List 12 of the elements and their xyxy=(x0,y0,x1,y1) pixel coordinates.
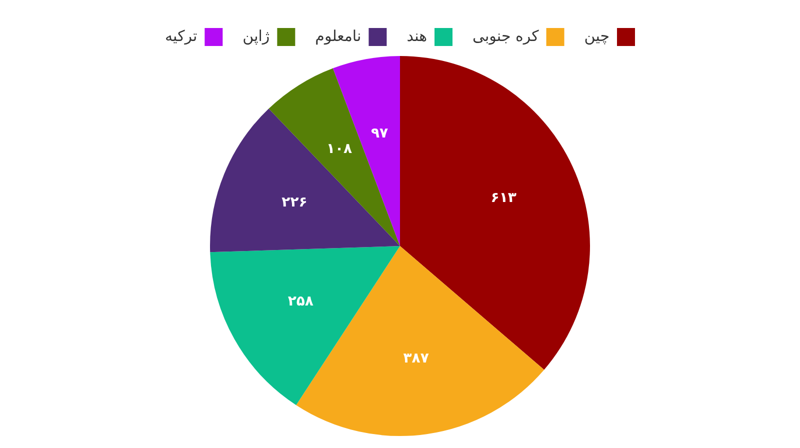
legend-label: ترکیه xyxy=(165,26,198,45)
legend-label: کره جنوبی xyxy=(472,26,540,45)
legend-label: نامعلوم xyxy=(315,26,362,45)
data-label: ۱۰۸ xyxy=(326,141,353,158)
legend-label: ژاپن xyxy=(242,26,270,45)
legend-label: هند xyxy=(406,26,428,45)
data-label: ۲۲۶ xyxy=(282,194,308,211)
data-label: ۹۷ xyxy=(370,125,389,142)
data-label: ۶۱۳ xyxy=(490,190,517,206)
data-label: ۲۵۸ xyxy=(288,294,314,310)
data-label: ۳۸۷ xyxy=(403,350,430,367)
legend-label: چین xyxy=(584,26,610,45)
